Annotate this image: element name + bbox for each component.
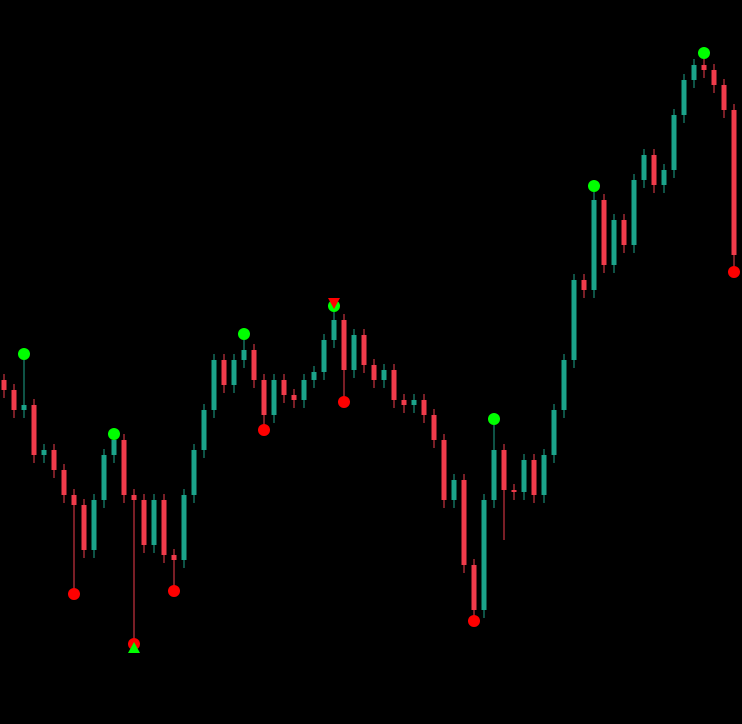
candle-body [531, 460, 537, 495]
candle-body [361, 335, 367, 365]
candle-body [201, 410, 207, 450]
candle-body [451, 480, 457, 500]
candle-body [661, 170, 667, 185]
candle-body [391, 370, 397, 400]
candle-body [251, 350, 257, 380]
candle-body [181, 495, 187, 560]
candle-body [691, 65, 697, 80]
signal-dot [258, 424, 270, 436]
candle-body [651, 155, 657, 185]
candle-body [611, 220, 617, 265]
candle-body [291, 395, 297, 400]
candle-body [731, 110, 737, 255]
candle-body [421, 400, 427, 415]
candle-body [1, 380, 7, 390]
candle-body [521, 460, 527, 492]
signal-dot [488, 413, 500, 425]
candle-body [551, 410, 557, 455]
candle-body [301, 380, 307, 400]
candle-body [491, 450, 497, 500]
candle-body [571, 280, 577, 360]
candle-body [471, 565, 477, 610]
signal-dot [588, 180, 600, 192]
candle-body [721, 85, 727, 110]
signal-dot [168, 585, 180, 597]
candle-body [671, 115, 677, 170]
candle-body [271, 380, 277, 415]
candle-body [61, 470, 67, 495]
candle-body [261, 380, 267, 415]
signal-dot [68, 588, 80, 600]
candle-body [141, 500, 147, 545]
candle-body [311, 372, 317, 380]
candle-body [161, 500, 167, 555]
candle-body [71, 495, 77, 505]
signal-dot [108, 428, 120, 440]
candle-body [341, 320, 347, 370]
candle-body [351, 335, 357, 370]
candle-body [51, 450, 57, 470]
candle-body [411, 400, 417, 405]
signal-dot [238, 328, 250, 340]
candle-body [31, 405, 37, 455]
candle-body [581, 280, 587, 290]
candle-body [151, 500, 157, 545]
sell-arrow [328, 298, 340, 309]
candle-body [701, 65, 707, 70]
candle-body [11, 390, 17, 410]
signal-dot [728, 266, 740, 278]
candle-body [501, 450, 507, 490]
candle-body [331, 320, 337, 340]
candle-body [561, 360, 567, 410]
candle-body [81, 505, 87, 550]
candle-body [41, 450, 47, 455]
candle-body [601, 200, 607, 265]
candle-body [461, 480, 467, 565]
candle-body [441, 440, 447, 500]
candle-body [401, 400, 407, 405]
candle-body [171, 555, 177, 560]
signal-dot [698, 47, 710, 59]
candle-body [381, 370, 387, 380]
candle-body [191, 450, 197, 495]
candle-body [371, 365, 377, 380]
candle-body [221, 360, 227, 385]
candle-body [481, 500, 487, 610]
candle-body [621, 220, 627, 245]
candle-body [631, 180, 637, 245]
candle-body [321, 340, 327, 372]
candle-body [511, 490, 517, 492]
candle-body [211, 360, 217, 410]
candle-body [591, 200, 597, 290]
signal-dot [18, 348, 30, 360]
signal-dot [338, 396, 350, 408]
candle-body [121, 440, 127, 495]
candle-body [241, 350, 247, 360]
candle-body [641, 155, 647, 180]
candle-body [541, 455, 547, 495]
candle-body [91, 500, 97, 550]
candle-body [711, 70, 717, 85]
candle-body [21, 405, 27, 410]
buy-arrow [128, 642, 140, 653]
candle-body [101, 455, 107, 500]
signal-dot [468, 615, 480, 627]
candle-body [681, 80, 687, 115]
candle-body [431, 415, 437, 440]
candle-body [111, 440, 117, 455]
candle-body [231, 360, 237, 385]
candle-body [131, 495, 137, 500]
candle-body [281, 380, 287, 395]
